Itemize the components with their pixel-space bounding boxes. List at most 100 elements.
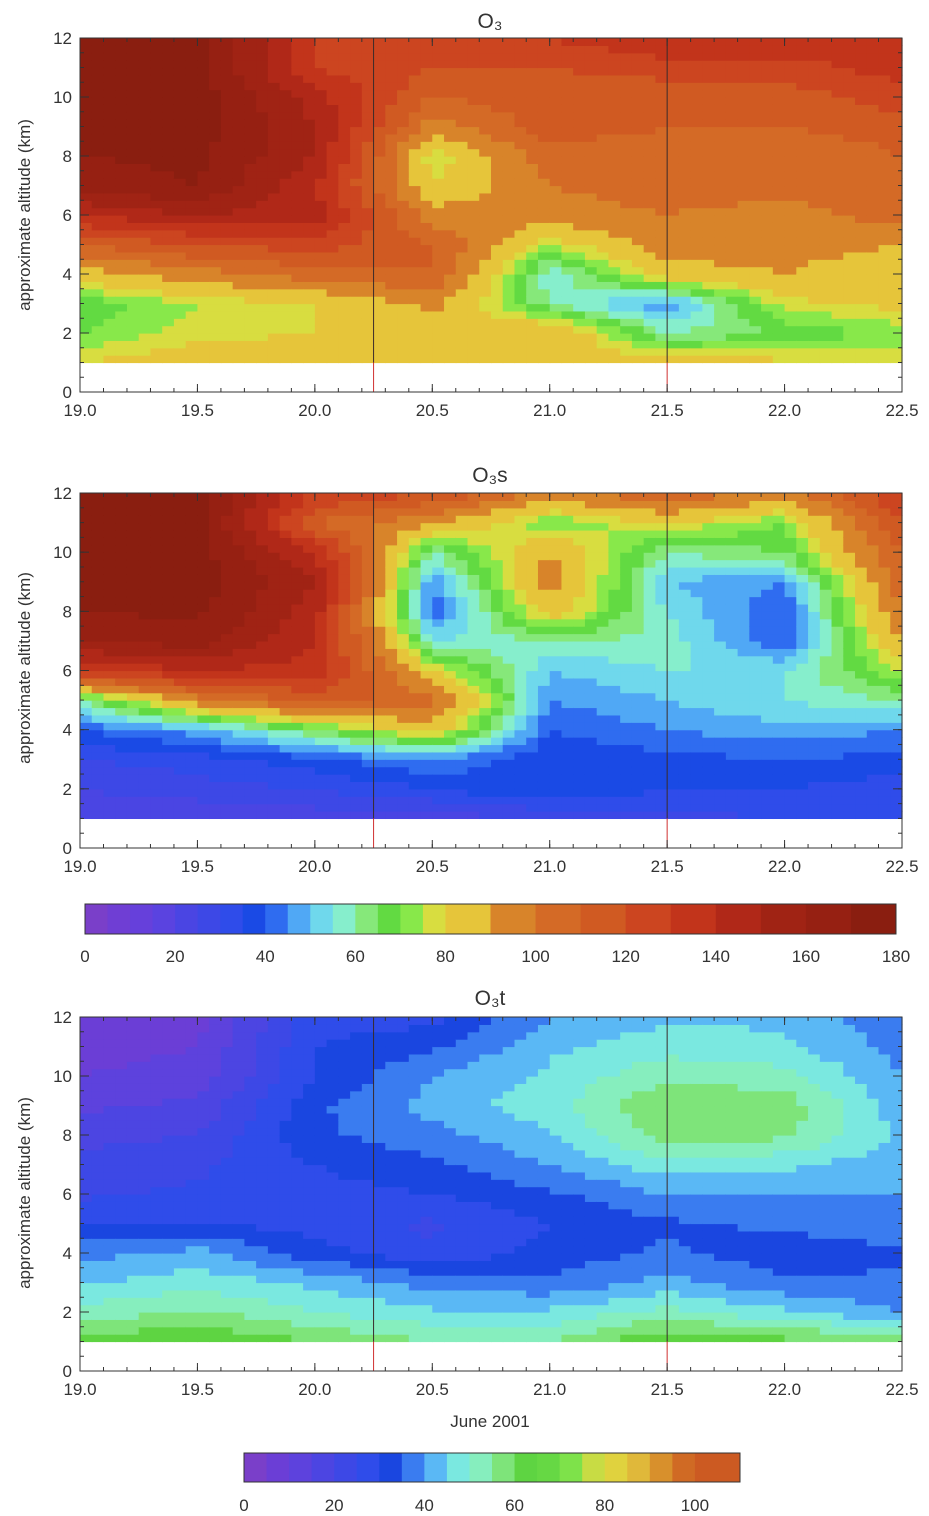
heatmap-cell (455, 589, 469, 598)
heatmap-cell (432, 626, 445, 635)
heatmap-cell (326, 163, 339, 172)
heatmap-cell (314, 347, 328, 356)
heatmap-cell (244, 596, 257, 605)
heatmap-cell (220, 500, 234, 509)
heatmap-cell (80, 663, 93, 672)
panel-o3s: O₃s approximate altitude (km) 19.0 19.5 20… (15, 464, 919, 876)
heatmap-cell (690, 229, 703, 238)
heatmap-cell (890, 67, 903, 76)
heatmap-cell (162, 537, 175, 546)
heatmap-cell (220, 796, 234, 805)
heatmap-cell (197, 722, 210, 731)
heatmap-cell (502, 185, 516, 194)
heatmap-cell (608, 133, 621, 142)
heatmap-cell (397, 603, 410, 612)
heatmap-cell (655, 266, 668, 275)
heatmap-cell (150, 663, 163, 672)
heatmap-cell (643, 60, 656, 69)
heatmap-cell (361, 803, 375, 812)
heatmap-cell (420, 744, 433, 753)
heatmap-cell (502, 611, 516, 620)
heatmap-cell (256, 111, 269, 120)
heatmap-cell (244, 677, 257, 686)
heatmap-cell (197, 566, 210, 575)
heatmap-cell (455, 581, 469, 590)
heatmap-cell (491, 507, 504, 516)
heatmap-cell (303, 244, 316, 253)
heatmap-cell (397, 574, 410, 583)
heatmap-cell (831, 222, 844, 231)
heatmap-cell (843, 347, 856, 356)
heatmap-cell (690, 126, 703, 135)
heatmap-cell (444, 60, 457, 69)
heatmap-cell (338, 274, 351, 282)
heatmap-cell (784, 178, 797, 187)
heatmap-cell (526, 537, 539, 546)
heatmap-cell (291, 251, 304, 260)
heatmap-cell (385, 215, 398, 223)
heatmap-cell (267, 45, 281, 54)
heatmap-cell (244, 111, 257, 120)
heatmap-cell (749, 192, 762, 201)
heatmap-cell (502, 663, 516, 672)
heatmap-cell (467, 89, 480, 98)
heatmap-cell (702, 281, 715, 290)
heatmap-cell (209, 640, 222, 649)
heatmap-cell (714, 274, 727, 282)
heatmap-cell (444, 803, 457, 812)
heatmap-cell (361, 133, 375, 142)
heatmap-cell (796, 237, 809, 246)
heatmap-cell (232, 141, 245, 150)
heatmap-cell (80, 259, 93, 268)
heatmap-cell (702, 259, 715, 268)
heatmap-cell (162, 663, 175, 672)
heatmap-cell (162, 215, 175, 223)
heatmap-cell (444, 141, 457, 150)
heatmap-cell (185, 111, 199, 120)
heatmap-cell (256, 766, 269, 775)
heatmap-cell (279, 500, 292, 509)
heatmap-cell (714, 229, 727, 238)
heatmap-cell (737, 163, 750, 172)
heatmap-cell (209, 781, 222, 790)
heatmap-cell (303, 60, 316, 69)
heatmap-cell (338, 60, 351, 69)
heatmap-cell (596, 259, 610, 268)
heatmap-cell (561, 310, 574, 319)
heatmap-cell (878, 244, 891, 253)
heatmap-cell (878, 111, 891, 120)
heatmap-cell (385, 529, 398, 538)
heatmap-cell (138, 192, 152, 201)
heatmap-cell (197, 156, 210, 164)
heatmap-cell (467, 141, 480, 150)
heatmap-cell (80, 119, 93, 128)
heatmap-cell (596, 67, 610, 76)
heatmap-cell (796, 266, 809, 275)
heatmap-cell (890, 215, 903, 223)
heatmap-cell (314, 207, 328, 216)
heatmap-cell (326, 611, 339, 620)
heatmap-cell (643, 251, 656, 260)
heatmap-cell (350, 596, 363, 605)
heatmap-cell (819, 133, 833, 142)
heatmap-cell (173, 45, 187, 54)
heatmap-cell (103, 325, 116, 334)
heatmap-cell (115, 611, 128, 620)
heatmap-cell (584, 355, 598, 364)
heatmap-cell (256, 670, 269, 679)
heatmap-cell (514, 507, 527, 516)
heatmap-cell (479, 626, 492, 635)
heatmap-cell (596, 222, 610, 231)
heatmap-cell (890, 111, 903, 120)
heatmap-cell (702, 222, 715, 231)
heatmap-cell (80, 355, 93, 364)
heatmap-cell (584, 178, 598, 187)
heatmap-cell (479, 340, 492, 349)
heatmap-cell (80, 589, 93, 598)
heatmap-cell (303, 722, 316, 731)
heatmap-cell (866, 200, 880, 209)
heatmap-cell (385, 670, 398, 679)
heatmap-cell (91, 707, 105, 716)
heatmap-cell (126, 119, 140, 128)
heatmap-cell (725, 229, 739, 238)
